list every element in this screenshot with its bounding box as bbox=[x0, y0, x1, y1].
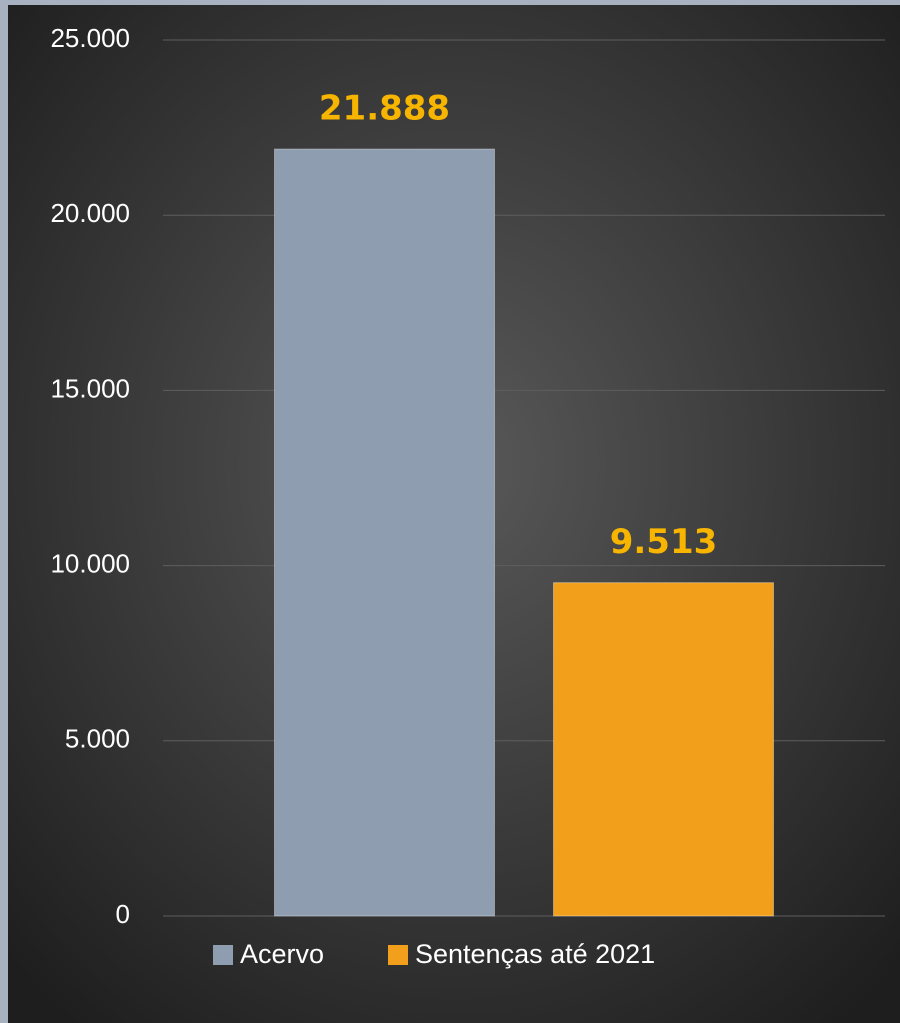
data-label: 21.888 bbox=[319, 89, 450, 129]
legend-label: Acervo bbox=[240, 939, 324, 969]
bar bbox=[274, 148, 495, 917]
bar bbox=[553, 582, 774, 917]
y-tick-label: 0 bbox=[116, 899, 130, 929]
y-tick-label: 25.000 bbox=[50, 23, 130, 53]
legend-swatch bbox=[388, 945, 408, 965]
legend-swatch bbox=[213, 945, 233, 965]
y-tick-label: 5.000 bbox=[65, 724, 130, 754]
y-tick-label: 10.000 bbox=[50, 548, 130, 578]
legend-label: Sentenças até 2021 bbox=[415, 939, 655, 969]
y-tick-label: 20.000 bbox=[50, 198, 130, 228]
y-tick-label: 15.000 bbox=[50, 373, 130, 403]
data-label: 9.513 bbox=[610, 522, 718, 562]
